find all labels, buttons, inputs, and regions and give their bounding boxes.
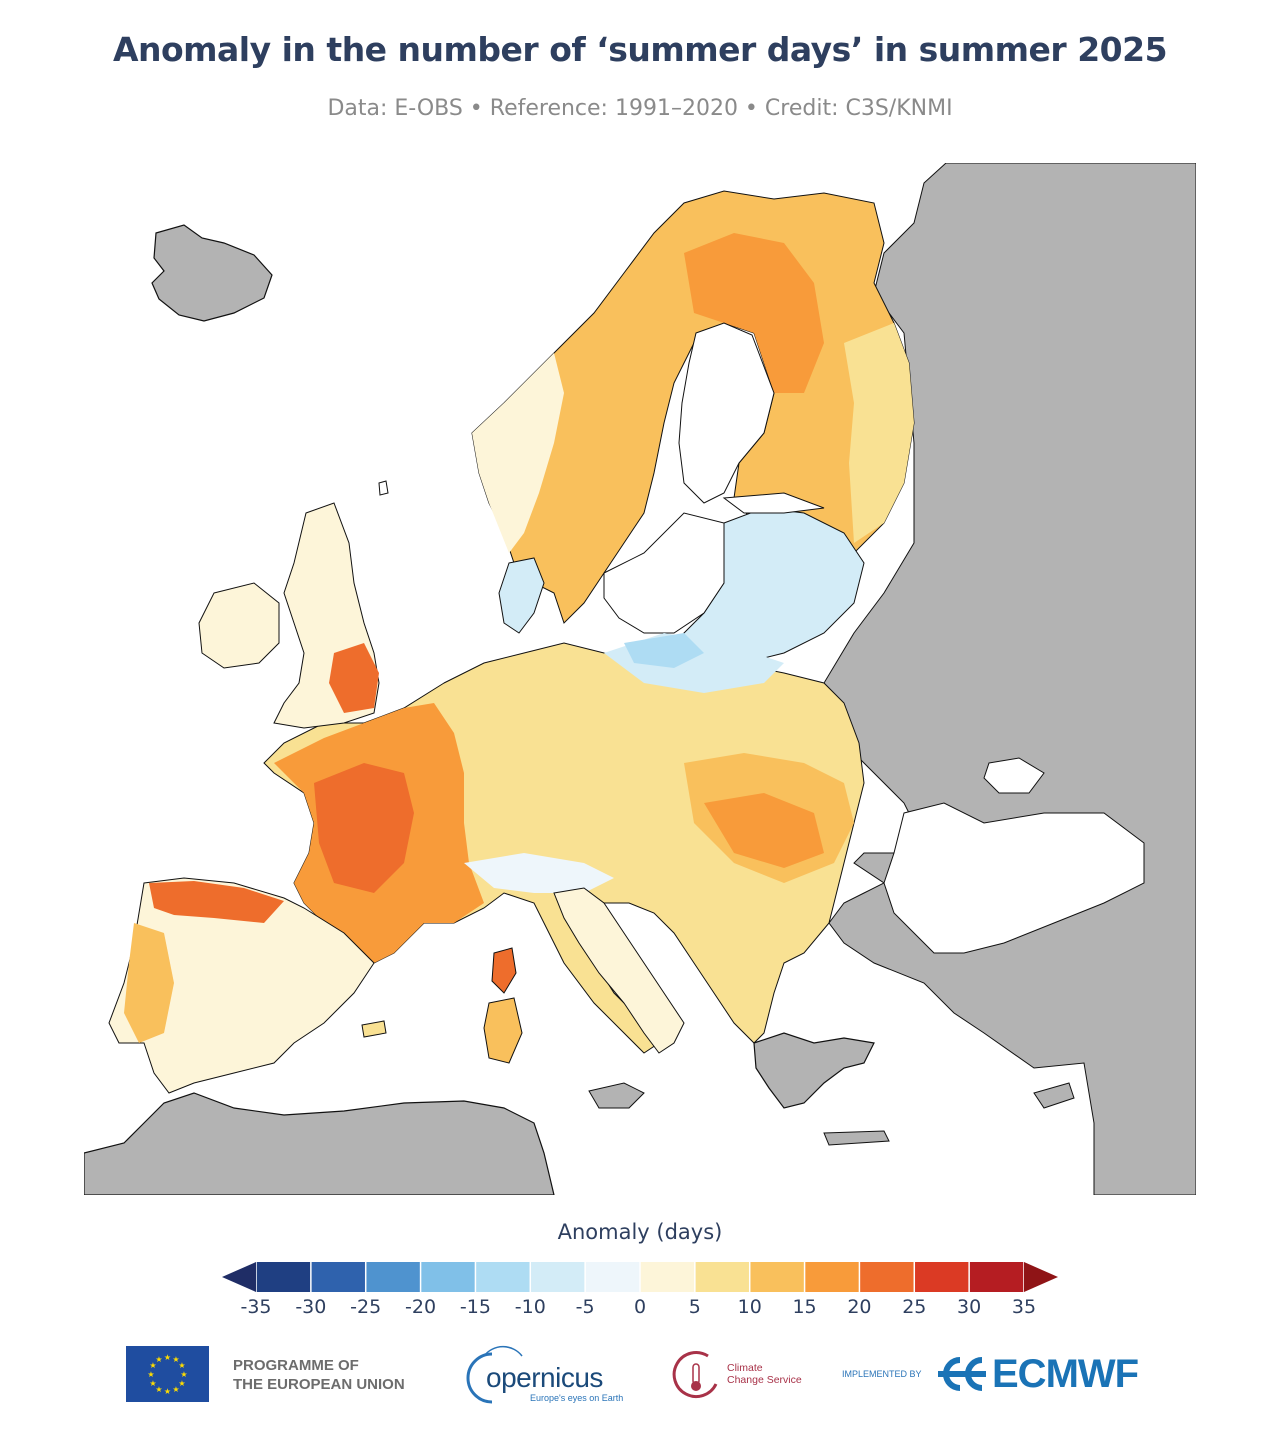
colorbar-bin [640,1262,695,1292]
copernicus-tagline: Europe's eyes on Earth [530,1393,624,1403]
gulf-of-bothnia [678,322,775,504]
cyprus [1033,1082,1075,1109]
colorbar-under-arrow [222,1262,256,1292]
colorbar-tick-label: -30 [295,1296,327,1318]
eu-programme-text: PROGRAMME OF THE EUROPEAN UNION [233,1356,405,1394]
baltic-sea [603,512,725,634]
sicily [588,1082,645,1109]
ireland [198,582,280,669]
colorbar-tick-label: 30 [957,1296,982,1318]
svg-text:★: ★ [149,1379,156,1388]
colorbar-ticks: -35 -30 -25 -20 -15 -10 -5 0 5 10 15 20 25 30 35 [0,1296,1280,1322]
c3s-line1: Climate [727,1362,763,1374]
colorbar-tick-label: -10 [514,1296,546,1318]
colorbar [222,1262,1058,1292]
eu-text-line2: THE EUROPEAN UNION [233,1376,405,1393]
svg-text:★: ★ [149,1361,156,1370]
france-hot [314,763,414,893]
svg-text:★: ★ [164,1353,171,1362]
norway-coast [472,353,564,553]
black-sea [883,802,1145,954]
colorbar-tick-label: 15 [792,1296,817,1318]
gulf-of-finland [722,492,825,514]
copernicus-c-icon [466,1345,523,1404]
crete [823,1130,890,1146]
eu-flag-logo: ★ ★ ★ ★ ★ ★ ★ ★ ★ ★ ★ ★ [126,1346,209,1402]
finland-strong [684,233,824,393]
colorbar-tick-label: 35 [1011,1296,1037,1318]
colorbar-tick-label: 25 [902,1296,927,1318]
eu-text-line1: PROGRAMME OF [233,1357,359,1374]
ecmwf-wordmark: ECMWF [992,1352,1139,1396]
colorbar-bin [585,1262,640,1292]
balearic [361,1020,387,1038]
svg-text:★: ★ [155,1355,162,1364]
colorbar-tick-label: -25 [350,1296,382,1318]
sardinia [483,997,523,1064]
colorbar-bin [366,1262,420,1292]
colorbar-bin [750,1262,804,1292]
colorbar-tick-label: -5 [575,1296,595,1318]
iceland [151,224,273,322]
colorbar-bin [311,1262,365,1292]
anomaly-map [84,163,1196,1195]
legend-title: Anomaly (days) [557,1220,723,1244]
svg-text:★: ★ [164,1387,171,1396]
svg-text:★: ★ [155,1385,162,1394]
colorbar-bin [805,1262,859,1292]
c3s-line2: Change Service [727,1374,802,1386]
colorbar-bin [256,1262,311,1292]
footer-logos: ★ ★ ★ ★ ★ ★ ★ ★ ★ ★ ★ ★ PROGRAMME OF THE EUROPEA… [0,1340,1280,1410]
colorbar-tick-label: 10 [737,1296,762,1318]
svg-text:★: ★ [147,1370,154,1379]
colorbar-bin [915,1262,969,1292]
colorbar-bin [476,1262,530,1292]
copernicus-wordmark: opernicus [486,1362,603,1393]
europe-map-svg [84,163,1196,1195]
italy [553,887,685,1054]
svg-text:★: ★ [180,1370,187,1379]
corsica [491,947,517,994]
colorbar-tick-label: 20 [847,1296,872,1318]
c3s-text: Climate Change Service [727,1362,802,1386]
colorbar-over-arrow [1024,1262,1058,1292]
colorbar-bin [695,1262,749,1292]
svg-text:★: ★ [172,1355,179,1364]
iberia [108,877,375,1094]
colorbar-bin [969,1262,1024,1292]
colorbar-tick-label: -15 [459,1296,491,1318]
baltic-states [673,507,865,664]
romania-hot [704,793,824,868]
sea-of-azov [983,757,1045,794]
implemented-by-text: IMPLEMENTED BY [842,1369,922,1379]
greece [753,1032,875,1109]
svg-text:★: ★ [178,1379,185,1388]
denmark [498,557,545,634]
colorbar-tick-label: -35 [240,1296,272,1318]
c3s-thermometer-icon [672,1351,718,1398]
iberia-north [149,881,284,923]
eu-stars-icon: ★ ★★ ★★★ ★★★ ★★★ [147,1353,187,1396]
map-subtitle: Data: E-OBS • Reference: 1991–2020 • Cre… [327,96,953,121]
svg-text:★: ★ [178,1361,185,1370]
iberia-west [124,923,174,1043]
colorbar-bin [421,1262,475,1292]
colorbar-tick-label: 0 [633,1296,647,1318]
ecmwf-mark-icon [938,1357,986,1391]
colorbar-bin [860,1262,914,1292]
map-title: Anomaly in the number of ‘summer days’ i… [112,30,1168,69]
poland-cool [624,633,704,668]
england-hot [329,643,379,713]
colorbar-bin [531,1262,585,1292]
finland-east [844,323,914,543]
svg-text:★: ★ [172,1385,179,1394]
north-africa [84,1092,555,1195]
colorbar-tick-label: -20 [405,1296,437,1318]
colorbar-tick-label: 5 [688,1296,701,1318]
shetland [378,480,389,496]
alps [464,853,614,893]
